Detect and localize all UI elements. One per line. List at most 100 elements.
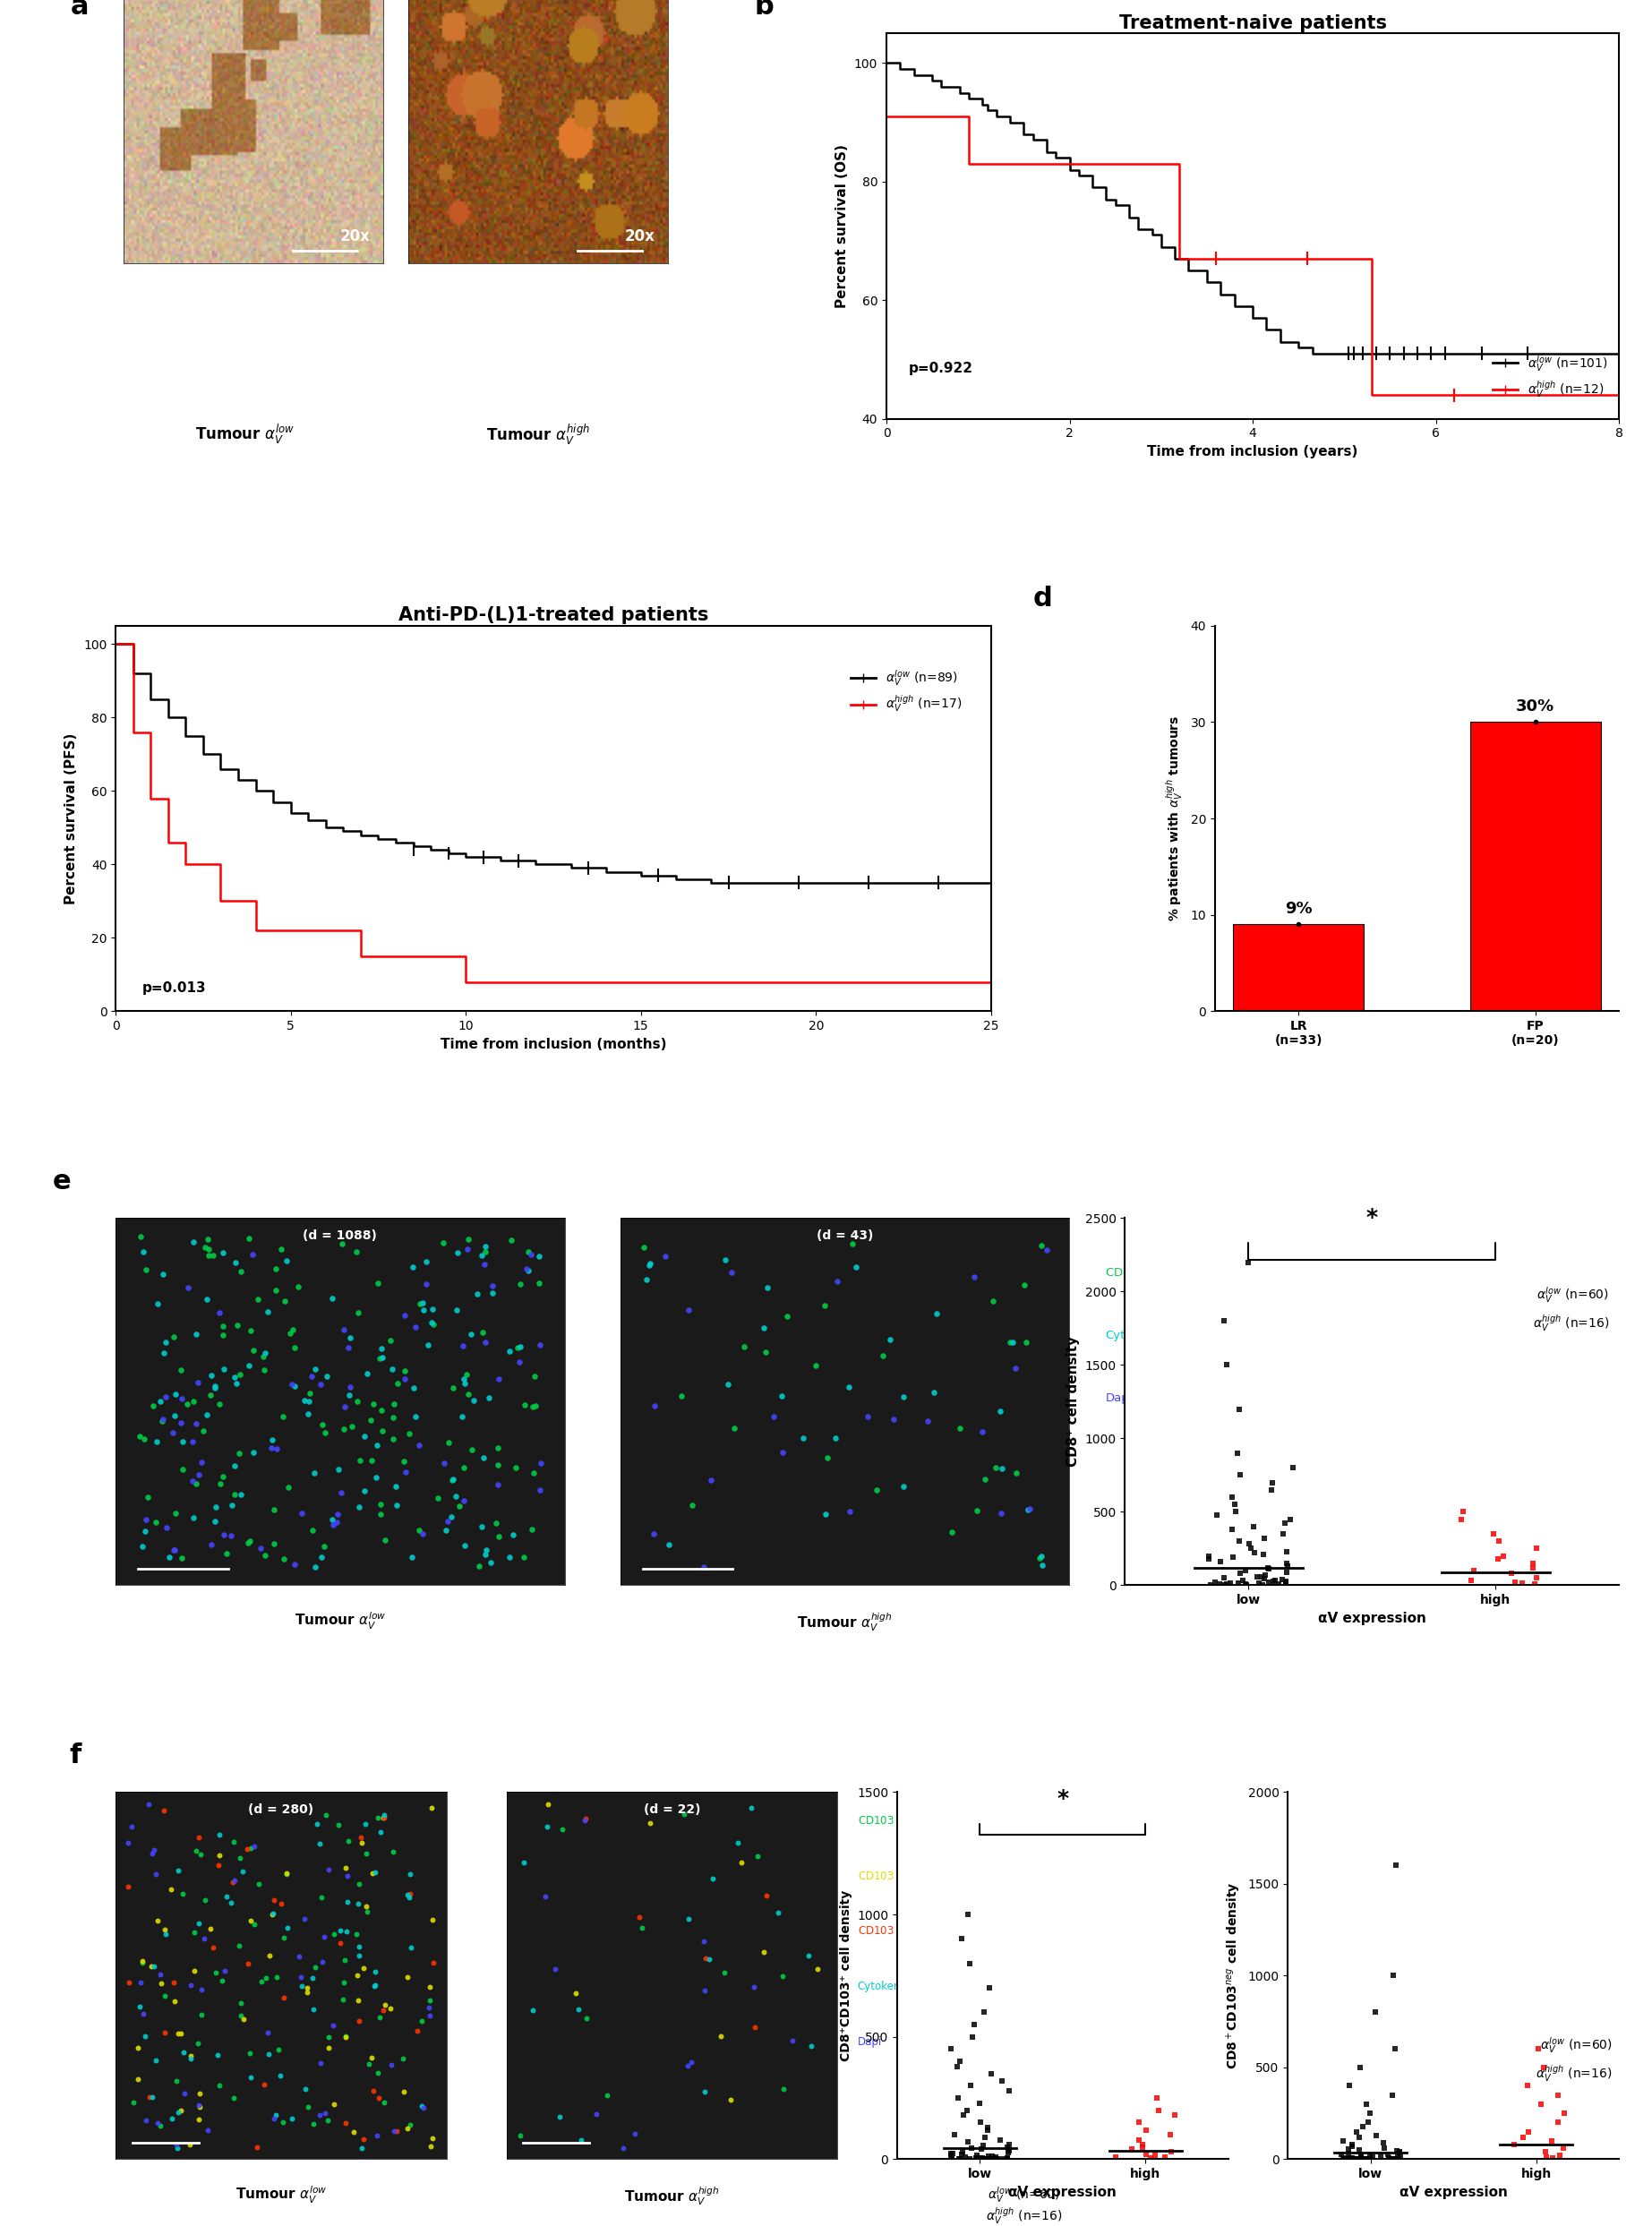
Point xyxy=(1274,1534,1300,1569)
Point xyxy=(1232,1554,1259,1589)
Point xyxy=(208,1465,235,1500)
Point xyxy=(400,1249,426,1284)
Point xyxy=(952,2139,978,2175)
Point xyxy=(354,1836,380,1872)
Point xyxy=(213,1536,240,1572)
Point xyxy=(206,1816,233,1852)
Point xyxy=(1272,1563,1298,1598)
Text: CD8$^+$: CD8$^+$ xyxy=(1105,1267,1140,1280)
Point xyxy=(354,1888,380,1923)
Point xyxy=(228,1476,254,1511)
Point xyxy=(653,1238,679,1273)
Point xyxy=(380,2112,406,2148)
Point xyxy=(527,1471,553,1507)
X-axis label: αV expression: αV expression xyxy=(1318,1612,1426,1625)
Point xyxy=(1249,1558,1275,1594)
Point xyxy=(335,1823,362,1859)
Point xyxy=(274,1910,301,1946)
Point xyxy=(1211,1302,1237,1338)
Point xyxy=(162,1398,188,1434)
Point xyxy=(396,1416,423,1451)
Point xyxy=(221,1447,248,1483)
Point xyxy=(1546,2137,1573,2173)
Point xyxy=(162,1496,188,1531)
Point xyxy=(449,1327,476,1362)
Point xyxy=(362,1854,388,1890)
Point xyxy=(367,1487,393,1523)
Point xyxy=(281,1329,307,1365)
Point xyxy=(178,1462,205,1498)
Point xyxy=(410,1284,436,1320)
Point xyxy=(1234,1244,1260,1280)
Point xyxy=(1348,2139,1374,2175)
Point xyxy=(114,1868,140,1903)
Point xyxy=(197,1910,223,1946)
Point xyxy=(996,2072,1023,2108)
Point xyxy=(1125,2106,1151,2141)
Point xyxy=(692,1941,719,1977)
Point xyxy=(235,1525,261,1560)
Point xyxy=(1218,1565,1244,1600)
Point xyxy=(1338,2141,1365,2177)
Point xyxy=(129,1529,155,1565)
Point xyxy=(160,1414,187,1449)
Point xyxy=(169,1380,195,1416)
Point xyxy=(144,1505,170,1540)
Point xyxy=(354,1356,380,1391)
Point xyxy=(948,2135,975,2170)
Text: p=0.013: p=0.013 xyxy=(142,982,206,995)
Point xyxy=(175,1269,202,1304)
Point xyxy=(515,1233,542,1269)
Point xyxy=(479,1275,506,1311)
Point xyxy=(382,1469,408,1505)
Point xyxy=(241,1828,268,1863)
Point xyxy=(132,2019,159,2055)
Text: (d = 43): (d = 43) xyxy=(816,1229,874,1242)
Point xyxy=(1379,2077,1406,2112)
Point xyxy=(345,1885,372,1921)
Point xyxy=(963,1494,990,1529)
Point xyxy=(363,2117,390,2153)
Point xyxy=(472,1233,499,1269)
Point xyxy=(416,1983,443,2019)
Point xyxy=(459,1431,486,1467)
Point xyxy=(210,1318,236,1353)
Point xyxy=(259,1897,286,1932)
Point xyxy=(957,1946,983,1981)
Point xyxy=(988,1496,1014,1531)
Point xyxy=(396,1881,423,1917)
Point xyxy=(271,1979,297,2015)
Point xyxy=(948,2137,975,2173)
Point xyxy=(1545,2077,1571,2112)
Point xyxy=(240,1238,266,1273)
Point xyxy=(433,1514,459,1549)
Point xyxy=(957,2141,983,2177)
Text: $\alpha_V^{low}$ (n=60): $\alpha_V^{low}$ (n=60) xyxy=(1536,1284,1609,1304)
Point xyxy=(983,1449,1009,1485)
Point xyxy=(372,2084,398,2119)
Legend: $\alpha_V^{low}$ (n=101), $\alpha_V^{high}$ (n=12): $\alpha_V^{low}$ (n=101), $\alpha_V^{hig… xyxy=(1488,349,1612,405)
Point xyxy=(717,2081,743,2117)
Point xyxy=(221,2081,248,2117)
Point xyxy=(1356,2095,1383,2130)
Point xyxy=(190,1414,216,1449)
Point xyxy=(413,1244,439,1280)
Point xyxy=(297,1358,324,1393)
Point xyxy=(510,1540,537,1576)
Point xyxy=(1341,2141,1368,2177)
Point xyxy=(185,1365,211,1400)
Point xyxy=(195,1238,221,1273)
Point xyxy=(522,1358,548,1393)
Point xyxy=(165,2095,192,2130)
Point xyxy=(406,1287,433,1322)
Point xyxy=(1383,1848,1409,1883)
Point xyxy=(990,2064,1016,2099)
Point xyxy=(1133,2112,1160,2148)
Point xyxy=(451,1367,477,1402)
Point xyxy=(350,1950,377,1986)
Point xyxy=(738,1790,765,1825)
Point xyxy=(164,2126,190,2161)
Point xyxy=(1211,1567,1237,1603)
Point xyxy=(1133,2137,1160,2173)
Point xyxy=(182,1914,208,1950)
